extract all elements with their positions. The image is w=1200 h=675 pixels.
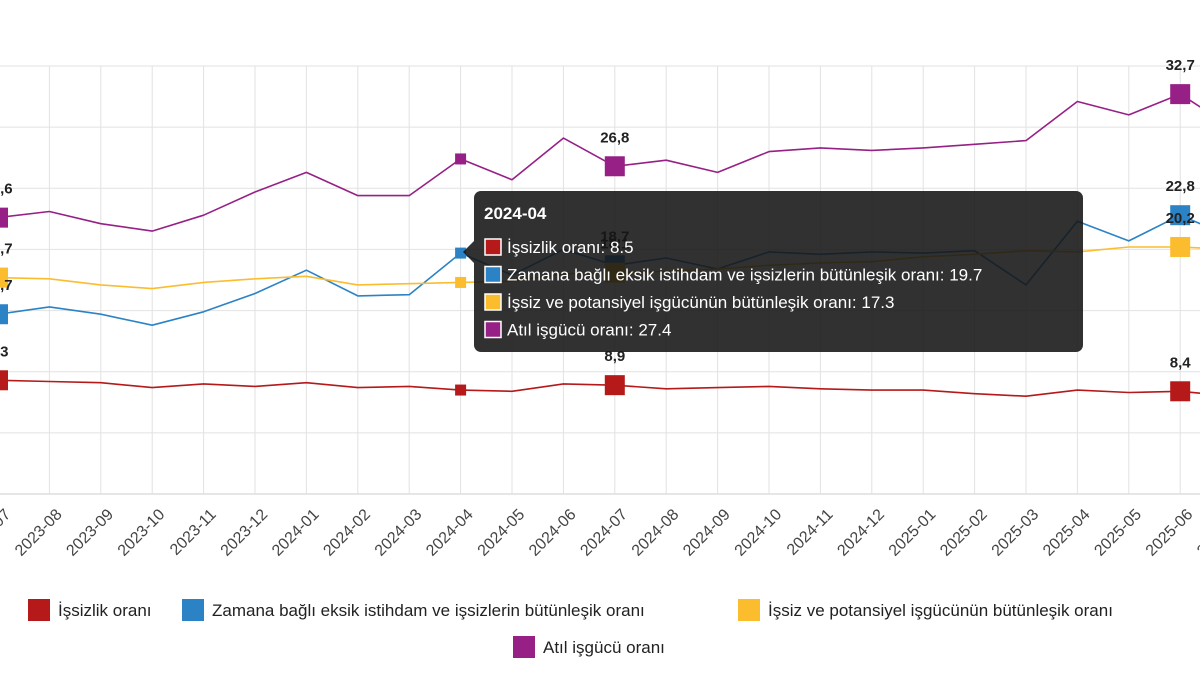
x-tick-label: 2024-01 [269, 506, 323, 560]
x-tick-label: 2025-03 [989, 506, 1043, 560]
x-tick-label: 2023-09 [63, 506, 117, 560]
x-tick-label: 2023-11 [167, 506, 220, 559]
hover-marker[interactable] [455, 384, 467, 396]
data-label: 22,8 [1166, 178, 1195, 195]
data-label: 9,3 [0, 343, 8, 360]
data-label: 32,7 [1166, 57, 1195, 74]
x-tick-label: 2025-06 [1143, 506, 1197, 560]
legend-label: İşsiz ve potansiyel işgücünün bütünleşik… [768, 601, 1113, 620]
legend-swatch [738, 599, 760, 621]
point-marker[interactable] [1170, 205, 1191, 226]
point-marker[interactable] [0, 207, 8, 228]
x-tick-label: 2024-11 [784, 506, 837, 559]
legend-item[interactable]: İşsizlik oranı [28, 599, 152, 621]
legend-item[interactable]: Zamana bağlı eksik istihdam ve işsizleri… [182, 599, 645, 621]
tooltip: 2024-04 İşsizlik oranı: 8.5 Zamana bağlı e… [463, 191, 1083, 352]
x-tick-label: 2024-04 [423, 506, 477, 560]
x-tick-label: 2023-12 [218, 506, 272, 560]
x-tick-label: 2025-05 [1091, 506, 1145, 560]
tooltip-box [474, 191, 1083, 352]
tooltip-line: Atıl işgücü oranı: 27.4 [507, 321, 671, 340]
x-tick-label: 2024-06 [526, 506, 580, 560]
tooltip-swatch [484, 293, 502, 311]
x-tick-label: 2023-10 [115, 506, 169, 560]
tooltip-title: 2024-04 [484, 204, 547, 223]
x-tick-label: 2024-02 [320, 506, 374, 560]
x-tick-label: 2023-08 [12, 506, 66, 560]
legend-item[interactable]: Atıl işgücü oranı [513, 636, 665, 658]
point-marker[interactable] [1170, 236, 1191, 257]
x-tick-label: 2024-12 [834, 506, 888, 560]
legend-swatch [182, 599, 204, 621]
data-label: 8,4 [1170, 354, 1192, 371]
data-label: 20,2 [1166, 210, 1195, 227]
legend-label: İşsizlik oranı [58, 601, 152, 620]
data-label: 17,7 [0, 241, 13, 258]
hover-marker[interactable] [455, 153, 467, 165]
x-tick-label: 2024-07 [577, 506, 631, 560]
tooltip-swatch [484, 238, 502, 256]
series-line-1[interactable] [0, 379, 1200, 398]
tooltip-caret [463, 241, 474, 263]
legend-swatch [28, 599, 50, 621]
legend-swatch [513, 636, 535, 658]
x-tick-label: 2025-01 [886, 506, 940, 560]
x-tick-label: 2025-02 [937, 506, 991, 560]
x-tick-label: 2024-10 [732, 506, 786, 560]
tooltip-swatch [484, 320, 502, 339]
point-marker[interactable] [1170, 381, 1191, 402]
point-marker[interactable] [0, 304, 8, 325]
data-label: 26,8 [600, 129, 629, 146]
x-tick-label: 2025-04 [1040, 506, 1094, 560]
data-label: 22,6 [0, 181, 13, 198]
legend-item[interactable]: İşsiz ve potansiyel işgücünün bütünleşik… [738, 599, 1113, 621]
data-label: 8,9 [604, 348, 625, 365]
x-tick-label: 2024-08 [629, 506, 683, 560]
hover-marker[interactable] [455, 276, 467, 288]
legend: İşsizlik oranı Zamana bağlı eksik istihda… [28, 599, 1113, 658]
x-axis: 2023-072023-082023-092023-102023-112023-… [0, 506, 1200, 560]
point-marker[interactable] [1170, 84, 1191, 105]
x-tick-label: 2024-03 [372, 506, 426, 560]
tooltip-line: İşsiz ve potansiyel işgücünün bütünleşik… [507, 293, 894, 312]
legend-label: Zamana bağlı eksik istihdam ve işsizleri… [212, 601, 645, 620]
point-marker[interactable] [604, 156, 625, 177]
x-tick-label: 2024-05 [475, 506, 529, 560]
tooltip-swatch [484, 265, 502, 284]
legend-label: Atıl işgücü oranı [543, 638, 665, 657]
point-marker[interactable] [0, 370, 8, 391]
x-tick-label: 2023-07 [0, 506, 14, 560]
x-tick-label: 2024-09 [680, 506, 734, 560]
point-marker[interactable] [0, 267, 8, 288]
data-label: 14,7 [0, 277, 13, 294]
x-tick-label: 2025-07 [1194, 506, 1200, 560]
tooltip-line: Zamana bağlı eksik istihdam ve işsizleri… [507, 266, 982, 285]
hover-marker[interactable] [455, 247, 467, 259]
point-marker[interactable] [604, 375, 625, 396]
tooltip-line: İşsizlik oranı: 8.5 [507, 238, 634, 257]
